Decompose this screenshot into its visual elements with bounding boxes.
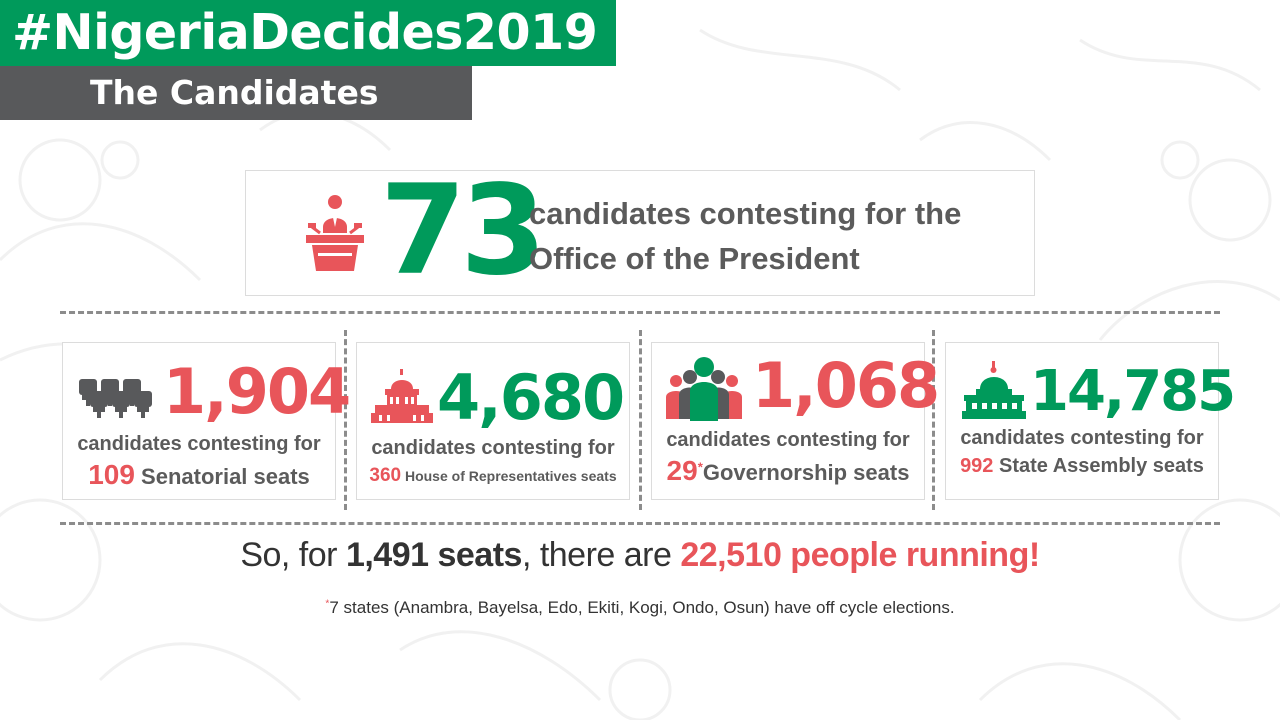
subtitle-banner: The Candidates [0, 66, 472, 120]
assembly-count: 14,785 [1030, 359, 1236, 424]
divider-v1 [344, 330, 347, 510]
house-seats: 360 [369, 465, 402, 486]
governorship-seat-label: Governorship seats [702, 460, 910, 485]
house-card: 4,680 candidates contesting for 360 Hous… [356, 342, 630, 500]
senate-count: 1,904 [163, 355, 351, 428]
president-description: candidates contesting for the Office of … [529, 191, 961, 281]
president-line2: Office of the President [529, 241, 860, 276]
senate-seats: 109 [88, 459, 135, 490]
senate-chairs-icon [79, 379, 152, 418]
house-building-icon [371, 369, 433, 423]
president-box: 73 candidates contesting for the Office … [245, 165, 1035, 297]
summary-prefix: So, for [240, 536, 346, 574]
house-line2: 360 House of Representatives seats [357, 465, 629, 487]
senate-seat-label: Senatorial seats [141, 464, 310, 489]
president-line1: candidates contesting for the [529, 196, 962, 231]
governorship-seats-mark: * [697, 459, 703, 475]
assembly-line1: candidates contesting for [960, 427, 1204, 449]
footnote-text: 7 states (Anambra, Bayelsa, Edo, Ekiti, … [329, 598, 955, 617]
assembly-seats: 992 [960, 455, 994, 477]
summary-people: 22,510 people running! [680, 536, 1040, 574]
summary-line: So, for 1,491 seats, there are 22,510 pe… [0, 536, 1280, 575]
house-seat-label: House of Representatives seats [404, 468, 617, 484]
summary-seats: 1,491 seats [345, 536, 523, 574]
people-group-icon [666, 357, 742, 421]
summary-middle: , there are [521, 536, 681, 574]
divider-top [60, 311, 1220, 314]
senate-card: 1,904 candidates contesting for 109 Sena… [62, 342, 351, 500]
divider-bottom [60, 522, 1220, 525]
assembly-seat-label: State Assembly seats [999, 455, 1204, 477]
house-count: 4,680 [437, 361, 625, 434]
footnote-mark: * [325, 598, 330, 610]
senate-line1: candidates contesting for [77, 433, 321, 455]
divider-v2 [639, 330, 642, 510]
assembly-building-icon [962, 361, 1026, 419]
governorship-line2: 29*Governorship seats [652, 455, 924, 487]
footnote: *7 states (Anambra, Bayelsa, Edo, Ekiti,… [0, 598, 1280, 618]
assembly-line2: 992 State Assembly seats [946, 455, 1218, 478]
hashtag-banner: #NigeriaDecides2019 [0, 0, 616, 66]
president-count: 73 [380, 159, 547, 303]
governorship-line1: candidates contesting for [666, 429, 910, 451]
podium-speaker-icon [306, 195, 364, 271]
house-line1: candidates contesting for [371, 437, 615, 459]
governorship-seats: 29 [666, 455, 698, 486]
governorship-card: 1,068 candidates contesting for 29*Gover… [651, 342, 940, 500]
divider-v3 [932, 330, 935, 510]
assembly-card: 14,785 candidates contesting for 992 Sta… [945, 342, 1236, 500]
senate-line2: 109 Senatorial seats [63, 459, 335, 491]
governorship-count: 1,068 [752, 349, 940, 422]
